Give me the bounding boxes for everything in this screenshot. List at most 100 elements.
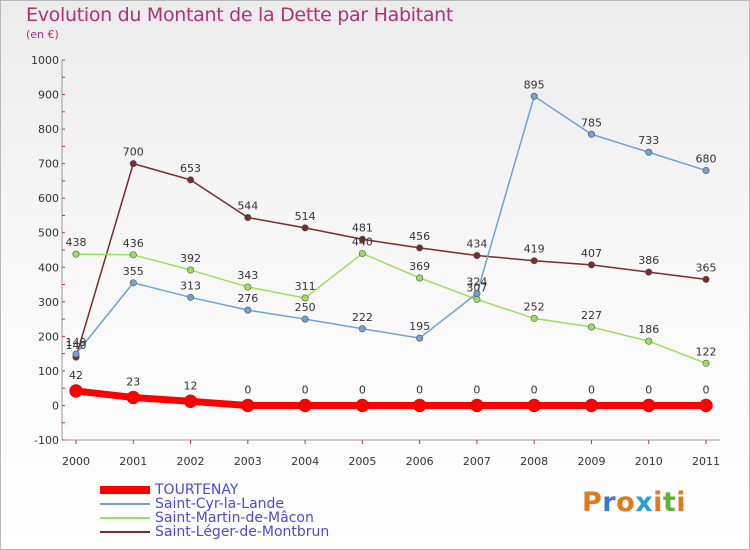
x-tick-label: 2003 <box>234 455 262 468</box>
data-label: 456 <box>409 230 430 243</box>
y-tick-label: -100 <box>34 434 59 447</box>
data-point <box>244 283 252 291</box>
data-point <box>587 130 595 138</box>
data-point <box>473 252 481 260</box>
data-label: 0 <box>703 383 710 396</box>
data-label: 895 <box>524 78 545 91</box>
data-point <box>702 275 710 283</box>
series-line-tourtenay <box>72 387 710 409</box>
data-label: 307 <box>466 281 487 294</box>
data-point <box>412 398 427 413</box>
data-point <box>527 398 541 413</box>
data-label: 343 <box>237 269 258 282</box>
y-tick-label: 800 <box>38 123 59 136</box>
legend-label: Saint-Léger-de-Montbrun <box>155 524 330 540</box>
series-line-saint-cyr-la-lande <box>75 95 707 355</box>
chart-title: Evolution du Montant de la Dette par Hab… <box>26 4 454 26</box>
data-point <box>702 359 710 367</box>
data-label: 355 <box>123 265 144 278</box>
x-tick-label: 2000 <box>62 455 90 468</box>
data-label: 653 <box>180 162 201 175</box>
data-point <box>645 268 653 276</box>
legend-swatch <box>100 517 150 519</box>
data-label: 544 <box>237 200 258 213</box>
data-label: 700 <box>123 146 144 159</box>
y-tick-label: 100 <box>38 365 59 378</box>
data-point <box>358 325 366 333</box>
logo-letter: x <box>635 487 654 518</box>
data-label: 0 <box>302 383 309 396</box>
data-label: 436 <box>123 237 144 250</box>
data-point <box>416 274 424 282</box>
data-point <box>530 257 538 265</box>
data-point <box>358 235 366 243</box>
data-point <box>187 266 195 274</box>
x-tick-label: 2006 <box>406 455 434 468</box>
data-point <box>301 294 309 302</box>
data-point <box>416 244 424 252</box>
y-tick-label: 500 <box>38 227 59 240</box>
data-label: 149 <box>66 336 87 349</box>
legend-swatch <box>100 503 150 505</box>
data-point <box>702 167 710 175</box>
proxiti-logo: Proxiti <box>582 487 686 518</box>
data-label: 733 <box>638 134 659 147</box>
y-tick-label: 900 <box>38 89 59 102</box>
logo-letter: P <box>582 487 603 518</box>
data-point <box>129 160 137 168</box>
data-point <box>126 390 141 405</box>
x-tick-label: 2011 <box>692 455 720 468</box>
data-point <box>69 384 83 398</box>
data-label: 222 <box>352 311 373 324</box>
y-tick-label: 0 <box>52 399 59 412</box>
data-point <box>470 398 484 413</box>
y-tick-label: 300 <box>38 296 59 309</box>
data-label: 481 <box>352 221 373 234</box>
data-label: 434 <box>466 238 487 251</box>
data-label: 365 <box>696 261 717 274</box>
data-label: 0 <box>416 383 423 396</box>
data-point <box>187 176 195 184</box>
data-label: 386 <box>638 254 659 267</box>
data-label: 186 <box>638 323 659 336</box>
data-point <box>358 249 366 257</box>
data-point <box>244 306 252 314</box>
data-label: 440 <box>352 235 373 248</box>
data-label: 23 <box>126 376 140 389</box>
data-point <box>587 323 595 331</box>
data-point <box>129 279 137 287</box>
y-tick-label: 700 <box>38 158 59 171</box>
data-label: 0 <box>359 383 366 396</box>
data-label: 514 <box>295 210 316 223</box>
logo-letter: t <box>662 487 677 518</box>
data-point <box>298 398 312 413</box>
data-point <box>641 398 656 413</box>
legend-swatch <box>100 486 150 494</box>
data-label: 785 <box>581 116 602 129</box>
data-label: 369 <box>409 260 430 273</box>
data-label: 407 <box>581 247 602 260</box>
x-tick-label: 2001 <box>119 455 147 468</box>
x-tick-label: 2002 <box>177 455 205 468</box>
legend-swatch <box>100 531 150 533</box>
data-label: 252 <box>524 300 545 313</box>
data-point <box>301 224 309 232</box>
data-label: 0 <box>588 383 595 396</box>
legend-label: TOURTENAY <box>155 482 239 498</box>
data-label: 311 <box>295 280 316 293</box>
legend-label: Saint-Martin-de-Mâcon <box>155 510 314 526</box>
data-point <box>530 92 538 100</box>
data-point <box>416 334 424 342</box>
data-label: 0 <box>244 383 251 396</box>
data-point <box>72 250 80 258</box>
data-label: 680 <box>696 153 717 166</box>
legend-label: Saint-Cyr-la-Lande <box>155 496 285 512</box>
data-point <box>699 398 713 413</box>
data-point <box>187 293 195 301</box>
data-label: 0 <box>473 383 480 396</box>
data-label: 0 <box>531 383 538 396</box>
data-point <box>645 148 653 156</box>
data-label: 195 <box>409 320 430 333</box>
